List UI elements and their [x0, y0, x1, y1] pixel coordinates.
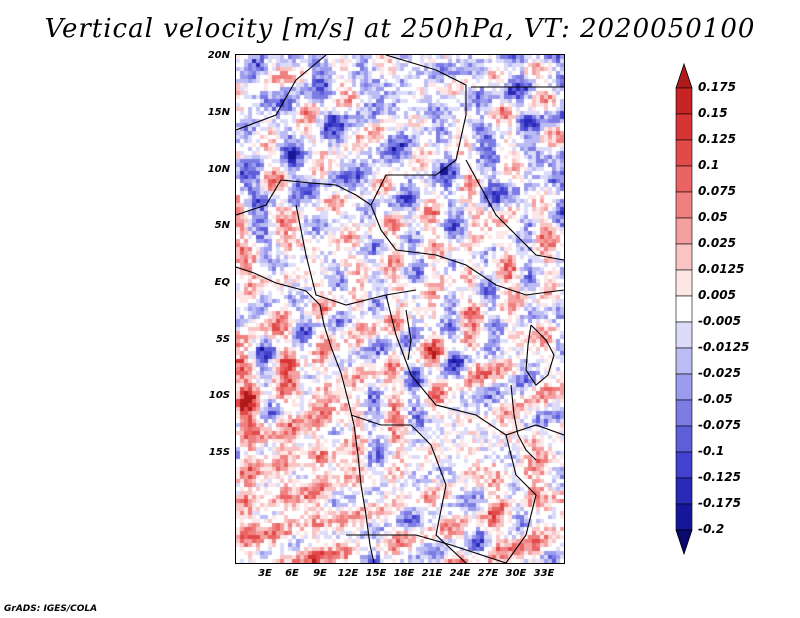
lon-label: 9E [313, 568, 327, 579]
lat-label: 10N [207, 164, 230, 175]
colorbar-bin [675, 87, 693, 115]
colorbar-label: 0.005 [698, 288, 736, 302]
colorbar-label: -0.0125 [698, 340, 750, 354]
border-line [346, 534, 507, 563]
colorbar-label: -0.125 [698, 470, 741, 484]
colorbar-bin [675, 139, 693, 167]
colorbar-label: 0.15 [698, 106, 728, 120]
colorbar-label: -0.2 [698, 522, 725, 536]
border-line [525, 324, 555, 386]
colorbar-label: 0.075 [698, 184, 736, 198]
colorbar-bin [675, 373, 693, 401]
chart-title: Vertical velocity [m/s] at 250hPa, VT: 2… [44, 14, 756, 44]
colorbar-bin [675, 165, 693, 193]
colorbar-label: -0.025 [698, 366, 741, 380]
colorbar-label: -0.005 [698, 314, 741, 328]
vertical-velocity-field [236, 55, 564, 563]
lon-label: 27E [477, 568, 499, 579]
colorbar-label: -0.1 [698, 444, 725, 458]
lon-label: 15E [365, 568, 387, 579]
border-line [236, 55, 327, 131]
border-line [295, 204, 417, 306]
colorbar-bottom-arrow [675, 529, 693, 556]
colorbar-bin [675, 217, 693, 245]
lon-label: 24E [449, 568, 471, 579]
colorbar-label: 0.125 [698, 132, 736, 146]
coastline-west [236, 266, 375, 563]
colorbar-bin [675, 347, 693, 375]
border-line [350, 414, 467, 563]
map-plot-area [235, 54, 565, 564]
colorbar-bin [675, 321, 693, 349]
lon-label: 6E [285, 568, 299, 579]
border-line [370, 55, 467, 206]
border-line [465, 159, 564, 261]
colorbar-label: 0.05 [698, 210, 728, 224]
lat-label: EQ [214, 277, 230, 288]
lat-label: 5N [214, 220, 230, 231]
lon-label: 12E [337, 568, 359, 579]
colorbar-bin [675, 503, 693, 531]
border-line [236, 179, 564, 296]
colorbar-label: 0.025 [698, 236, 736, 250]
lat-label: 20N [207, 50, 230, 61]
colorbar-bin [675, 269, 693, 297]
colorbar-bin [675, 399, 693, 427]
lon-label: 33E [533, 568, 555, 579]
colorbar-label: 0.0125 [698, 262, 745, 276]
colorbar-top-arrow [675, 62, 693, 89]
colorbar-label: -0.175 [698, 496, 741, 510]
lat-label: 5S [215, 334, 230, 345]
colorbar-bin [675, 451, 693, 479]
lon-label: 18E [393, 568, 415, 579]
border-line [385, 294, 564, 436]
lon-label: 21E [421, 568, 443, 579]
lon-label: 30E [505, 568, 527, 579]
colorbar-bin [675, 191, 693, 219]
colorbar [675, 62, 693, 556]
border-line [505, 434, 537, 563]
credit-text: GrADS: IGES/COLA [4, 604, 98, 614]
colorbar-label: 0.1 [698, 158, 720, 172]
colorbar-label: 0.175 [698, 80, 736, 94]
lon-label: 3E [258, 568, 272, 579]
colorbar-bin [675, 113, 693, 141]
lat-label: 15N [207, 107, 230, 118]
colorbar-bin [675, 425, 693, 453]
border-line [510, 384, 537, 461]
colorbar-bin [675, 243, 693, 271]
colorbar-bin [675, 295, 693, 323]
colorbar-label: -0.075 [698, 418, 741, 432]
lat-label: 15S [208, 447, 230, 458]
lat-label: 10S [208, 390, 230, 401]
country-borders [236, 55, 564, 563]
border-line [405, 309, 412, 361]
colorbar-bin [675, 477, 693, 505]
colorbar-label: -0.05 [698, 392, 733, 406]
